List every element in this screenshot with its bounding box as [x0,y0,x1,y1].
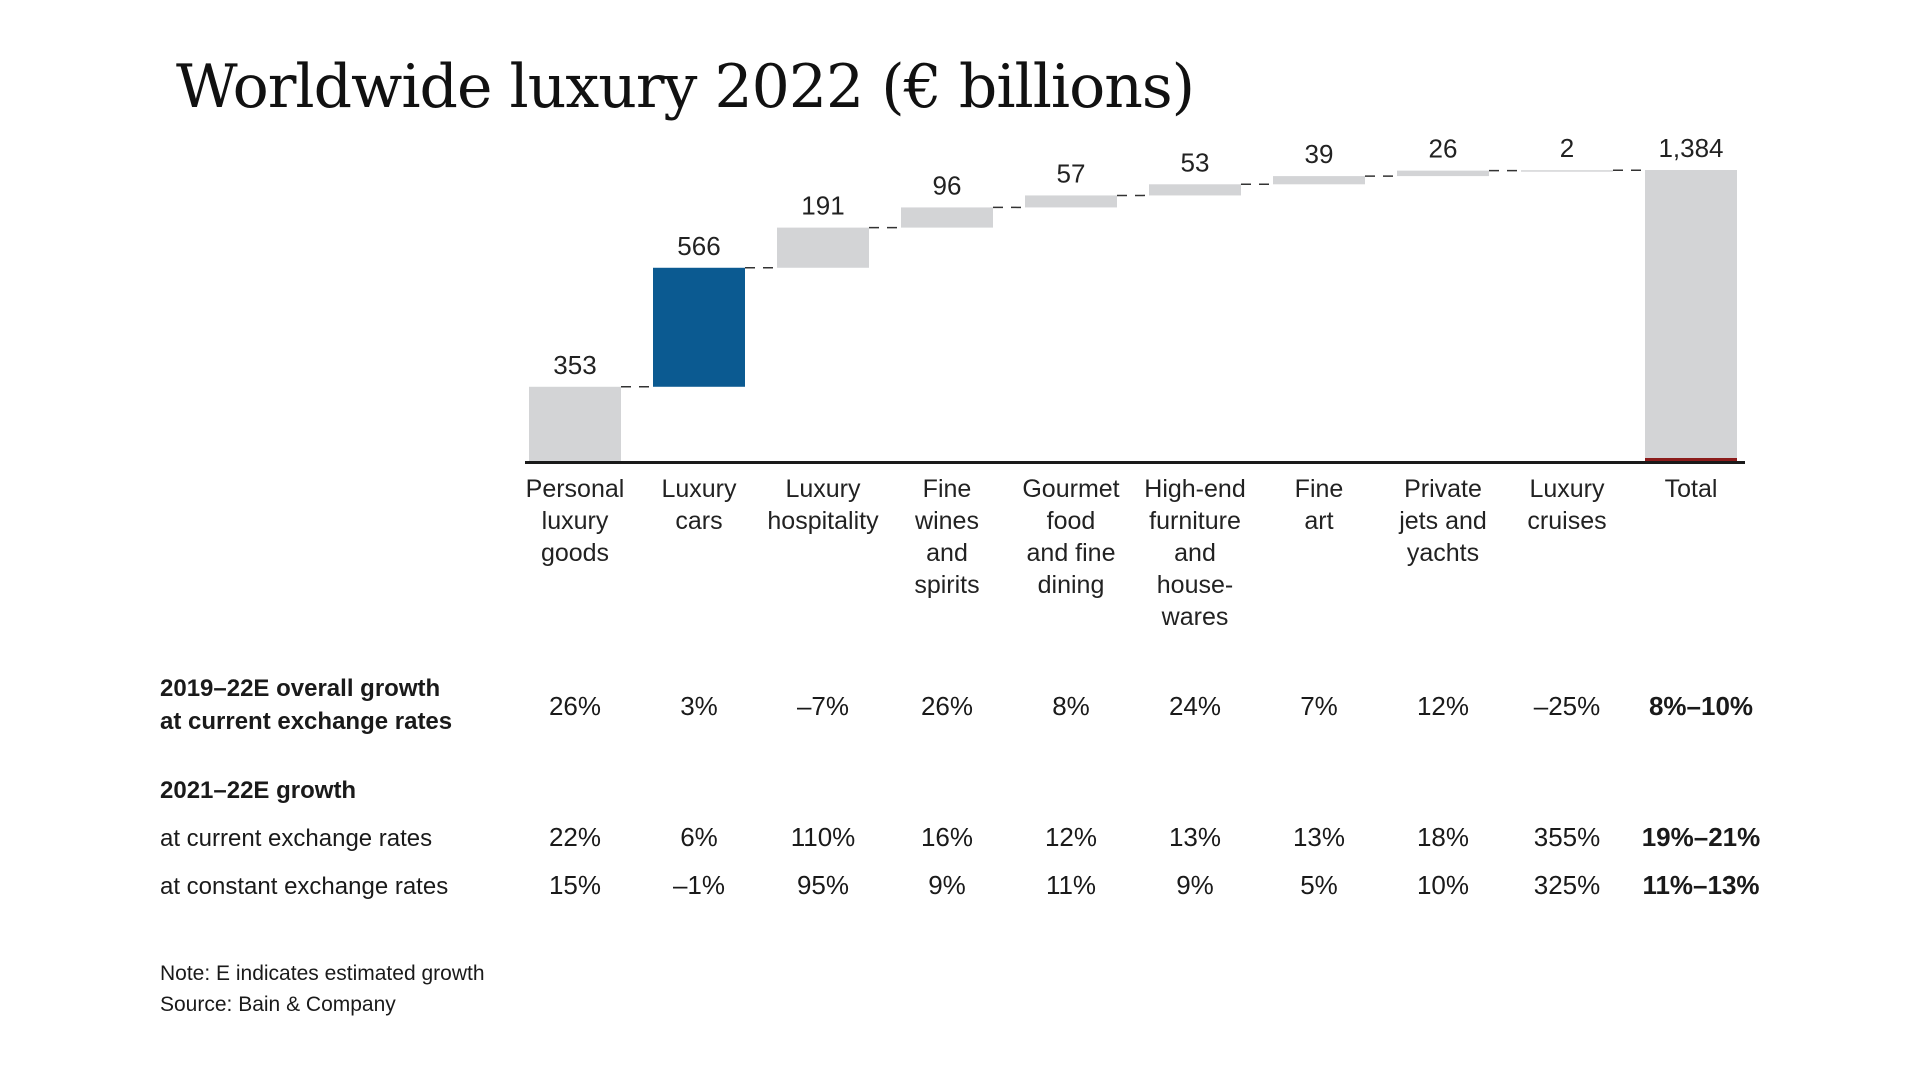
row2-value-9: 19%–21% [1641,822,1761,852]
row3-value-4: 11% [1045,870,1097,900]
row1-value-0: 26% [548,691,602,721]
category-label-3-line-1: wines [914,507,979,535]
row1-value-4: 8% [1052,691,1090,721]
category-label-7-line-0: Private [1404,475,1482,503]
source-text: Source: Bain & Company [160,993,396,1016]
value-label-9: 1,384 [1658,133,1723,163]
category-label-4-line-3: dining [1038,571,1105,599]
row2-value-0: 22% [548,822,602,852]
category-label-7-line-1: jets and [1398,507,1487,535]
category-label-3-line-2: and [926,539,968,567]
growth-section-header: 2021–22E growth [160,777,357,804]
category-label-5-line-4: wares [1161,603,1229,631]
category-label-7: Private jets and yachts [1398,475,1487,567]
row1-value-3: 26% [920,691,974,721]
category-label-4-line-1: food [1047,507,1096,535]
category-label-0-line-0: Personal [526,475,625,503]
value-label-1: 566 [677,231,720,261]
row2-value-1: 6% [680,822,718,852]
waterfall-chart: 353 566 191 96 57 53 39 26 2 1,384 Personal luxury g… [525,133,1745,631]
row2-value-8: 355% [1533,822,1601,852]
row1-value-2: –7% [796,691,850,721]
category-label-6-line-0: Fine [1295,475,1344,503]
value-label-5: 53 [1181,147,1210,177]
row1-value-8: –25% [1533,691,1601,721]
row2-label: at current exchange rates [160,825,433,852]
category-label-3: Fine wines and spirits [914,475,980,599]
row2-value-3: 16% [920,822,974,852]
row1-value-9: 8%–10% [1648,691,1754,721]
category-label-5-line-1: furniture [1149,507,1241,535]
value-label-0: 353 [553,350,596,380]
row2-value-4: 12% [1044,822,1098,852]
row1-value-1: 3% [680,691,718,721]
chart-title: Worldwide luxury 2022 (€ billions) [176,52,1195,122]
bar-2 [777,227,869,268]
row3-value-5: 9% [1176,870,1214,900]
bar-3 [901,207,993,228]
bar-5 [1149,184,1241,196]
bar-4 [1025,195,1117,208]
category-label-2-line-1: hospitality [767,507,879,535]
row3-value-8: 325% [1533,870,1601,900]
category-label-0-line-2: goods [541,539,609,567]
note-text: Note: E indicates estimated growth [160,962,485,985]
total-bar-base [1645,458,1737,461]
category-label-5-line-3: house- [1157,571,1233,599]
category-label-8: Luxury cruises [1527,475,1606,535]
category-label-6-line-1: art [1304,507,1333,535]
value-label-8: 2 [1560,133,1574,163]
category-label-6: Fine art [1295,475,1344,535]
row2-value-2: 110% [790,822,856,852]
row1-value-5: 24% [1168,691,1222,721]
row3-value-0: 15% [548,870,602,900]
category-label-9: Total [1665,475,1718,503]
category-label-0: Personal luxury goods [526,475,625,567]
value-label-2: 191 [801,191,844,221]
bar-1 [653,267,745,387]
row3-value-1: –1% [672,870,726,900]
category-label-8-line-0: Luxury [1529,475,1605,503]
row1-value-7: 12% [1416,691,1470,721]
category-label-2: Luxury hospitality [767,475,879,535]
value-label-3: 96 [933,170,962,200]
value-label-6: 39 [1305,139,1334,169]
value-label-7: 26 [1429,134,1458,164]
category-label-3-line-3: spirits [914,571,979,599]
bar-9 [1645,170,1737,461]
bar-0 [529,386,621,461]
bar-6 [1273,176,1365,185]
category-label-0-line-1: luxury [542,507,609,535]
category-label-8-line-1: cruises [1527,507,1606,535]
category-label-1-line-0: Luxury [661,475,737,503]
bar-8 [1521,170,1613,172]
row1-label-line1: 2019–22E overall growth [160,675,441,702]
category-label-1-line-1: cars [675,507,722,535]
category-label-4-line-0: Gourmet [1022,475,1119,503]
row1-label-line2: at current exchange rates [160,708,453,735]
row1-value-6: 7% [1300,691,1338,721]
category-label-5: High-end furniture and house-wares [1144,475,1245,631]
row3-value-9: 11%–13% [1642,870,1760,900]
bar-7 [1397,170,1489,177]
footnote: Note: E indicates estimated growth Sourc… [160,958,485,1020]
category-label-4-line-2: and fine [1027,539,1116,567]
category-label-9-line-0: Total [1665,475,1718,503]
category-label-5-line-0: High-end [1144,475,1245,503]
category-label-5-line-2: and [1174,539,1216,567]
row3-label: at constant exchange rates [160,873,449,900]
row3-value-3: 9% [928,870,966,900]
value-label-4: 57 [1057,158,1086,188]
category-label-3-line-0: Fine [923,475,972,503]
row2-value-5: 13% [1168,822,1222,852]
category-label-4: Gourmet food and fine dining [1022,475,1119,599]
row3-value-2: 95% [796,870,850,900]
row2-value-7: 18% [1416,822,1470,852]
category-label-2-line-0: Luxury [785,475,861,503]
category-label-7-line-2: yachts [1407,539,1479,567]
row2-value-6: 13% [1292,822,1346,852]
row3-value-7: 10% [1416,870,1470,900]
row3-value-6: 5% [1300,870,1338,900]
category-label-1: Luxury cars [661,475,737,535]
